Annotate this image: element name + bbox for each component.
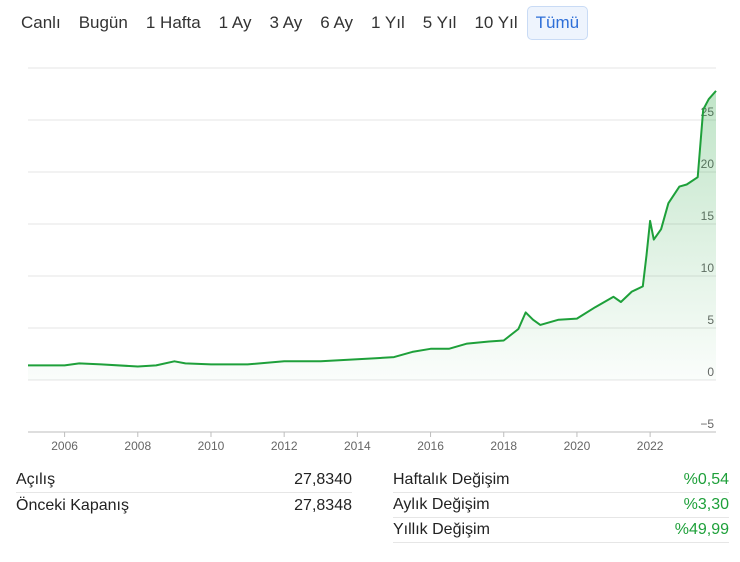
stat-haftalik-value: %0,54 (683, 471, 729, 488)
x-tick-label: 2006 (51, 439, 78, 453)
x-tick-label: 2022 (637, 439, 664, 453)
tab-10-yil[interactable]: 10 Yıl (474, 13, 518, 32)
x-tick-label: 2014 (344, 439, 371, 453)
x-tick-label: 2016 (417, 439, 444, 453)
tab-canli[interactable]: Canlı (21, 13, 61, 32)
stat-aylik-value: %3,30 (683, 496, 729, 513)
stat-acilis-value: 27,8340 (294, 471, 352, 488)
stat-acilis: Açılış 27,8340 (16, 468, 352, 493)
x-tick-label: 2020 (564, 439, 591, 453)
tab-1-yil[interactable]: 1 Yıl (371, 13, 405, 32)
tab-1-hafta[interactable]: 1 Hafta (145, 13, 201, 32)
stat-acilis-label: Açılış (16, 471, 56, 488)
stat-yillik-label: Yıllık Değişim (393, 521, 490, 538)
x-tick-label: 2018 (490, 439, 517, 453)
x-tick-label: 2010 (198, 439, 225, 453)
range-tabs: Canlı Bugün 1 Hafta 1 Ay 3 Ay 6 Ay 1 Yıl… (12, 6, 589, 40)
tab-3-ay[interactable]: 3 Ay (269, 13, 303, 32)
price-chart[interactable]: 2520151050−52006200820102012201420162018… (0, 58, 740, 468)
tab-1-ay[interactable]: 1 Ay (218, 13, 252, 32)
stat-aylik: Aylık Değişim %3,30 (393, 493, 729, 518)
stat-haftalik: Haftalık Değişim %0,54 (393, 468, 729, 493)
stat-onceki-kapanis: Önceki Kapanış 27,8348 (16, 493, 352, 518)
tab-6-ay[interactable]: 6 Ay (320, 13, 354, 32)
tab-5-yil[interactable]: 5 Yıl (422, 13, 457, 32)
series-line (28, 90, 717, 368)
x-tick-label: 2012 (271, 439, 298, 453)
series-area (28, 90, 716, 381)
stat-haftalik-label: Haftalık Değişim (393, 471, 510, 488)
tab-bugun[interactable]: Bugün (78, 13, 128, 32)
tab-tumu[interactable]: Tümü (526, 6, 589, 40)
stat-yillik-value: %49,99 (674, 521, 729, 538)
stat-yillik: Yıllık Değişim %49,99 (393, 518, 729, 543)
x-tick-label: 2008 (124, 439, 151, 453)
y-tick-label: −5 (700, 417, 714, 431)
stat-onceki-value: 27,8348 (294, 496, 352, 514)
stat-onceki-label: Önceki Kapanış (16, 496, 129, 514)
stat-aylik-label: Aylık Değişim (393, 496, 490, 513)
